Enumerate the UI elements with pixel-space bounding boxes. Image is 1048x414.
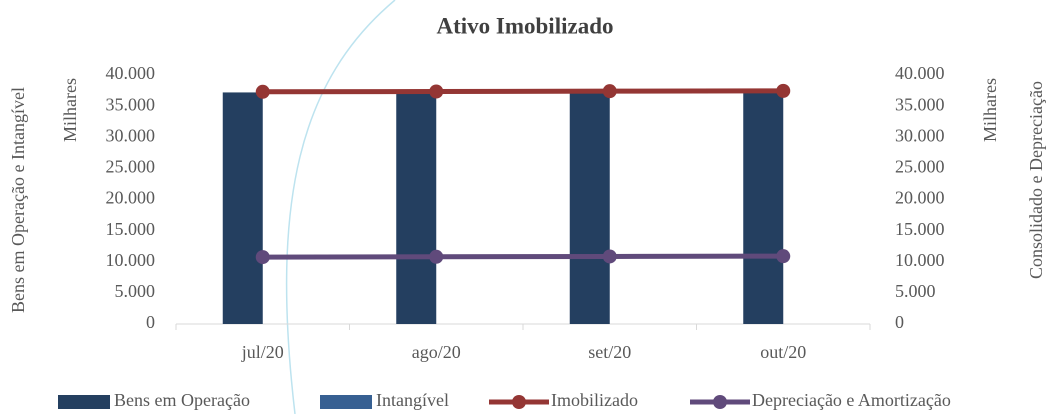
y2-tick-label: 30.000 [895, 125, 945, 145]
y2-tick-label: 20.000 [895, 188, 945, 208]
legend-swatch [58, 395, 110, 409]
y-axis-title: Bens em Operação e Intangível [8, 87, 28, 313]
y2-tick-label: 15.000 [895, 219, 945, 239]
chart-title: Ativo Imobilizado [437, 13, 614, 38]
legend-label: Imobilizado [551, 390, 638, 410]
y-tick-label: 35.000 [106, 94, 156, 114]
y2-tick-label: 5.000 [895, 281, 936, 301]
y2-tick-label: 35.000 [895, 94, 945, 114]
y2-axis-unit: Milhares [980, 78, 1000, 142]
line [262, 253, 784, 260]
marker [255, 250, 270, 265]
y2-tick-label: 10.000 [895, 250, 945, 270]
legend-label: Bens em Operação [114, 390, 250, 410]
marker [776, 249, 791, 264]
y-tick-label: 25.000 [106, 157, 156, 177]
y-tick-label: 30.000 [106, 125, 156, 145]
legend-marker [713, 395, 727, 409]
bar [743, 91, 784, 324]
marker [776, 83, 791, 98]
marker [429, 84, 444, 99]
legend-swatch [320, 395, 372, 409]
y-tick-label: 15.000 [106, 219, 156, 239]
x-tick-label: ago/20 [412, 342, 461, 362]
x-tick-label: out/20 [760, 342, 806, 362]
legend-label: Depreciação e Amortização [752, 390, 951, 410]
y-tick-label: 10.000 [106, 250, 156, 270]
y-tick-label: 0 [146, 312, 155, 332]
bar [222, 92, 263, 325]
x-tick-label: jul/20 [241, 342, 284, 362]
marker [602, 249, 617, 264]
legend-marker [512, 395, 526, 409]
marker [429, 249, 444, 264]
y2-tick-label: 40.000 [895, 63, 945, 83]
y-tick-label: 5.000 [115, 281, 156, 301]
y2-tick-label: 25.000 [895, 157, 945, 177]
marker [602, 84, 617, 99]
y2-axis-title: Consolidado e Depreciação [1026, 81, 1046, 279]
y-axis-unit: Milhares [60, 78, 80, 142]
bar [569, 91, 610, 325]
line [262, 88, 784, 95]
legend-label: Intangível [376, 390, 449, 410]
x-tick-label: set/20 [588, 342, 631, 362]
y2-tick-label: 0 [895, 312, 904, 332]
y-tick-label: 40.000 [106, 63, 156, 83]
y-tick-label: 20.000 [106, 188, 156, 208]
decoration-arc [285, 0, 396, 414]
bar [396, 92, 437, 325]
marker [255, 84, 270, 99]
